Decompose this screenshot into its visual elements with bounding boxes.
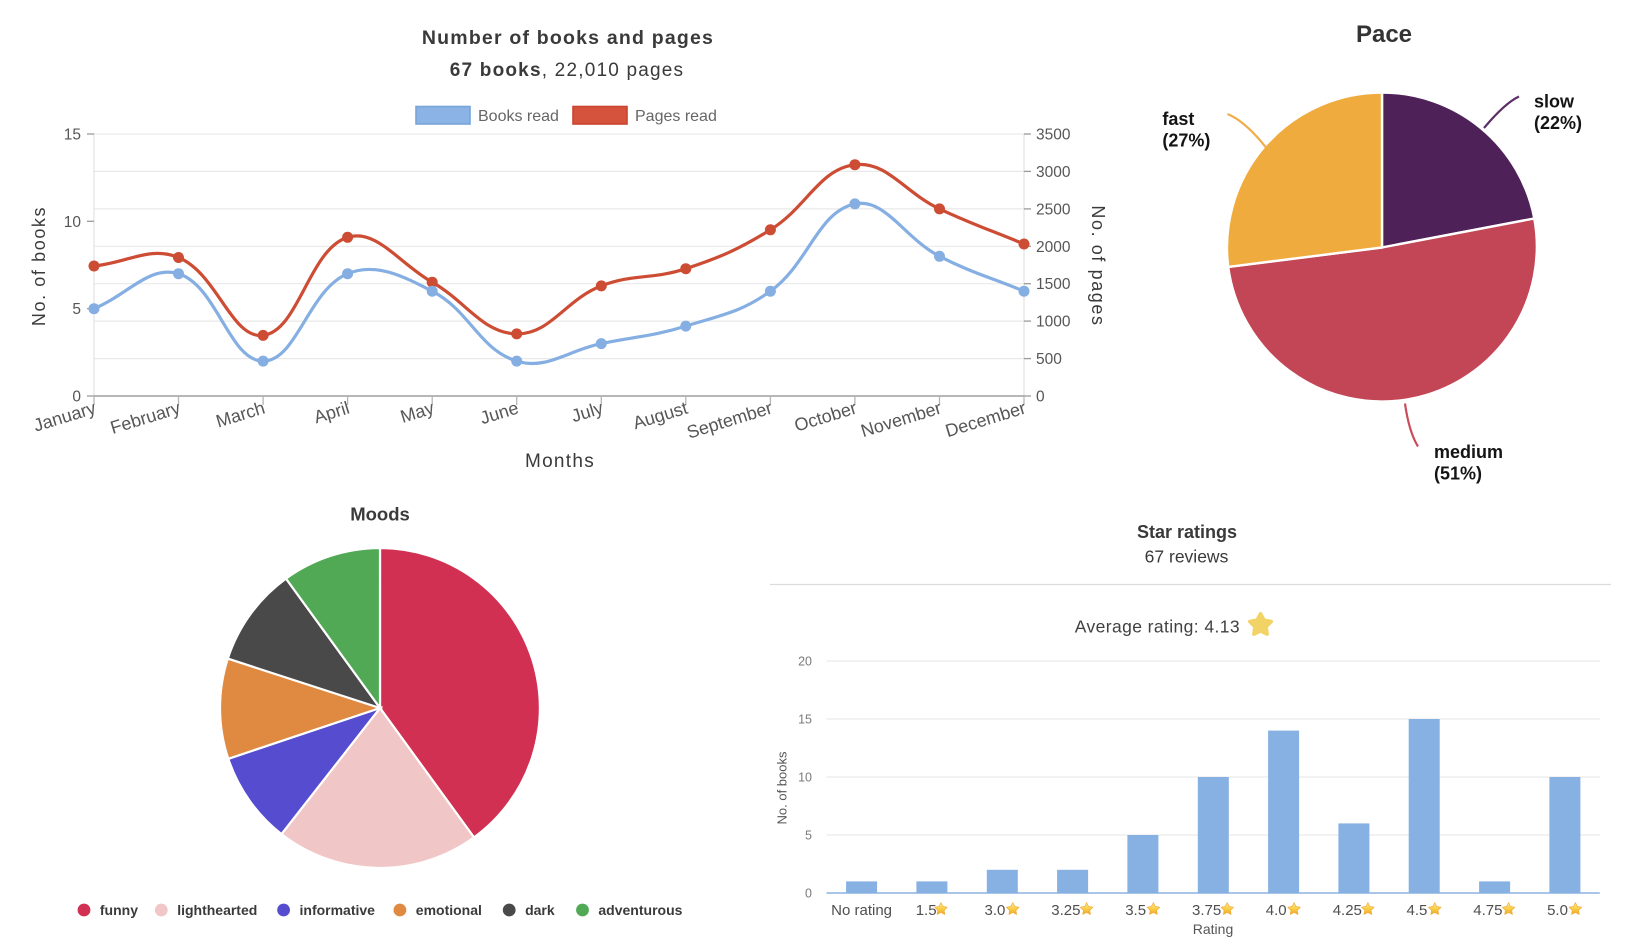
svg-text:July: July [569, 398, 605, 426]
svg-text:3.75: 3.75 [1192, 902, 1221, 919]
svg-text:500: 500 [1036, 351, 1062, 368]
svg-text:No. of pages: No. of pages [1088, 205, 1108, 326]
svg-text:August: August [631, 398, 690, 434]
svg-text:4.75: 4.75 [1473, 902, 1502, 919]
svg-text:Pages read: Pages read [635, 108, 717, 125]
svg-text:(22%): (22%) [1534, 113, 1582, 133]
svg-text:10: 10 [64, 214, 82, 231]
svg-text:No rating: No rating [831, 902, 892, 919]
svg-text:15: 15 [64, 127, 81, 144]
svg-text:November: November [858, 398, 943, 441]
svg-text:Number of books and pages: Number of books and pages [422, 27, 714, 49]
svg-text:4.25: 4.25 [1333, 902, 1362, 919]
svg-text:0: 0 [1036, 389, 1045, 406]
svg-text:15: 15 [798, 712, 812, 726]
svg-text:fast: fast [1162, 109, 1194, 129]
svg-text:2500: 2500 [1036, 201, 1071, 218]
svg-text:(51%): (51%) [1434, 464, 1482, 484]
svg-text:(27%): (27%) [1162, 131, 1210, 151]
svg-text:10: 10 [798, 770, 812, 784]
svg-text:Average rating: 4.13: Average rating: 4.13 [1075, 617, 1240, 637]
svg-text:3000: 3000 [1036, 164, 1071, 181]
svg-text:lighthearted: lighthearted [177, 902, 257, 918]
svg-text:dark: dark [525, 902, 555, 918]
svg-text:January: January [31, 398, 98, 436]
svg-text:5: 5 [805, 828, 812, 842]
svg-text:67 books, 22,010 pages: 67 books, 22,010 pages [450, 60, 685, 81]
svg-text:October: October [792, 398, 859, 436]
svg-text:No. of books: No. of books [775, 751, 790, 824]
svg-text:1500: 1500 [1036, 276, 1071, 293]
svg-text:3.5: 3.5 [1125, 902, 1146, 919]
svg-text:5.0: 5.0 [1547, 902, 1568, 919]
svg-text:67 reviews: 67 reviews [1145, 546, 1229, 566]
svg-text:September: September [685, 398, 775, 443]
svg-text:May: May [398, 398, 436, 427]
svg-text:4.0: 4.0 [1266, 902, 1287, 919]
svg-text:funny: funny [100, 902, 138, 918]
svg-text:1.5: 1.5 [916, 902, 937, 919]
svg-text:0: 0 [805, 886, 812, 900]
svg-text:0: 0 [72, 389, 81, 406]
svg-text:Rating: Rating [1193, 921, 1233, 937]
svg-text:2000: 2000 [1036, 239, 1071, 256]
svg-text:3.25: 3.25 [1051, 902, 1080, 919]
svg-text:December: December [943, 398, 1028, 441]
svg-text:February: February [108, 398, 183, 438]
svg-text:slow: slow [1534, 92, 1575, 112]
svg-text:informative: informative [300, 902, 376, 918]
svg-text:4.5: 4.5 [1407, 902, 1428, 919]
svg-text:Months: Months [525, 451, 595, 472]
svg-text:March: March [214, 398, 268, 432]
svg-text:June: June [478, 398, 521, 429]
svg-text:emotional: emotional [416, 902, 482, 918]
svg-text:adventurous: adventurous [598, 902, 682, 918]
svg-text:3.0: 3.0 [985, 902, 1006, 919]
svg-text:3500: 3500 [1036, 127, 1071, 144]
svg-text:Moods: Moods [350, 504, 410, 525]
svg-text:medium: medium [1434, 442, 1503, 462]
svg-text:Star ratings: Star ratings [1137, 522, 1237, 542]
svg-text:Pace: Pace [1356, 21, 1412, 48]
svg-text:5: 5 [72, 301, 81, 318]
svg-text:No. of books: No. of books [29, 206, 49, 326]
svg-text:20: 20 [798, 654, 812, 668]
svg-text:Books read: Books read [478, 108, 559, 125]
svg-text:1000: 1000 [1036, 314, 1071, 331]
svg-text:April: April [311, 398, 351, 428]
